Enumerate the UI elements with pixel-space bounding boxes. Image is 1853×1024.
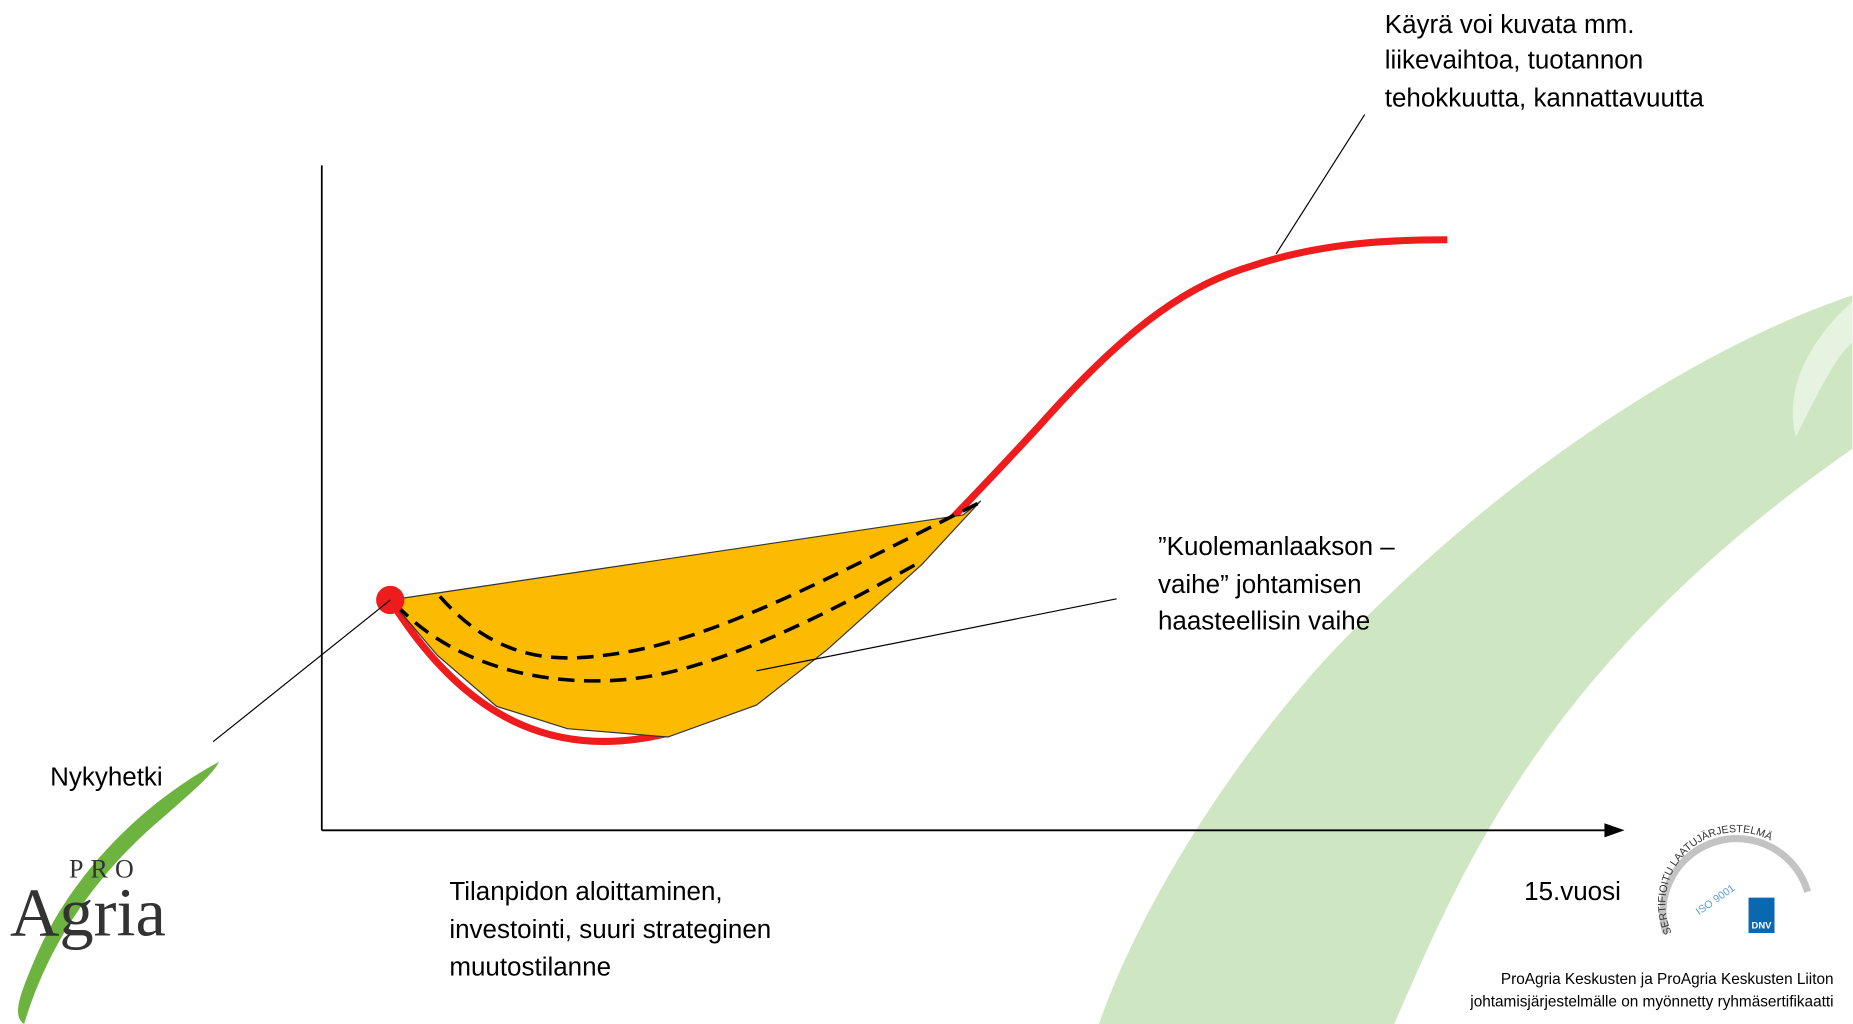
- annotation-line: tehokkuutta, kannattavuutta: [1385, 82, 1705, 112]
- page: {"annotation_top": {"lines": ["Käyrä voi…: [0, 0, 1853, 1024]
- annotation-line: Käyrä voi kuvata mm.: [1385, 9, 1635, 39]
- start-label-line: muutostilanne: [449, 952, 611, 982]
- logo-large: Agria: [10, 874, 166, 950]
- axis-arrow: [1604, 823, 1624, 837]
- badge-brand: DNV: [1752, 920, 1773, 931]
- start-label-line: Tilanpidon aloittaminen,: [449, 876, 722, 906]
- annotation-line: haasteellisin vaihe: [1158, 606, 1370, 636]
- badge-iso: ISO 9001: [1694, 882, 1738, 918]
- slide: Käyrä voi kuvata mm. liikevaihtoa, tuota…: [0, 0, 1853, 1024]
- annotation-line: liikevaihtoa, tuotannon: [1385, 45, 1643, 75]
- certification-badge: SERTIFIOITU LAATUJÄRJESTELMÄ ISO 9001 DN…: [1656, 823, 1807, 936]
- now-point: [376, 586, 404, 614]
- certification-line: ProAgria Keskusten ja ProAgria Keskusten…: [1501, 971, 1834, 988]
- background-swoosh: [1099, 295, 1853, 1024]
- now-label: Nykyhetki: [50, 761, 163, 791]
- certification-line: johtamisjärjestelmälle on myönnetty ryhm…: [1469, 993, 1833, 1010]
- annotation-line: ”Kuolemanlaakson –: [1158, 531, 1395, 561]
- start-label-line: investointi, suuri strateginen: [449, 914, 771, 944]
- end-label: 15.vuosi: [1524, 876, 1621, 906]
- leader-line: [1276, 115, 1365, 254]
- leader-line: [213, 600, 390, 742]
- annotation-line: vaihe” johtamisen: [1158, 569, 1362, 599]
